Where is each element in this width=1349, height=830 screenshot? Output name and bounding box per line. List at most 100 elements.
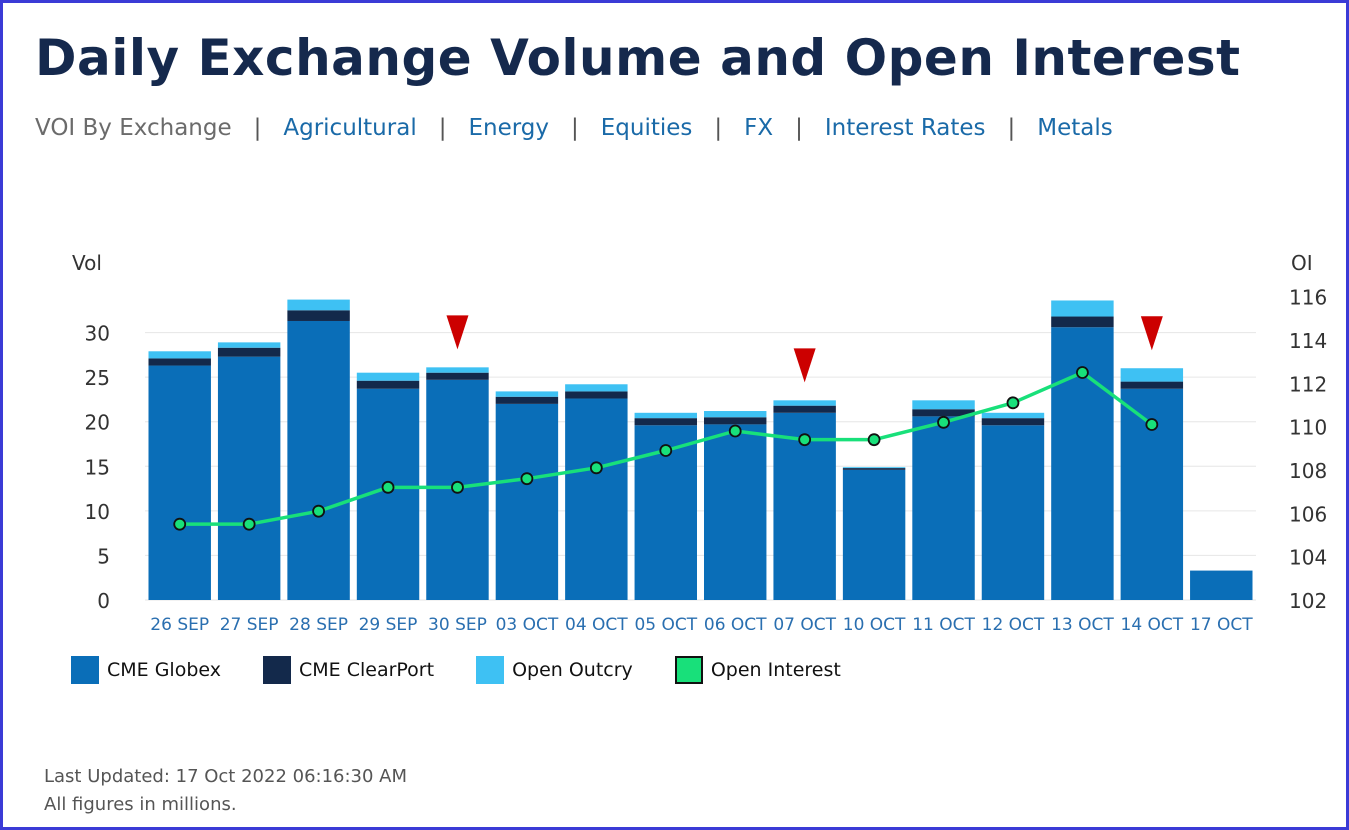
y-right-tick-label: 114 — [1289, 329, 1327, 353]
open-interest-point — [659, 444, 673, 457]
y-right-tick-label: 108 — [1289, 459, 1327, 483]
bar-segment-open-outcry — [981, 412, 1045, 419]
bar-segment-cme-globex — [704, 424, 767, 600]
open-interest-point — [1006, 396, 1020, 410]
x-tick-label: 03 OCT — [496, 615, 559, 635]
y-right-tick-label: 106 — [1289, 502, 1327, 526]
x-tick-label: 13 OCT — [1051, 615, 1114, 635]
bar-segment-cme-clearport — [1051, 316, 1114, 328]
bar-segment-cme-globex — [287, 320, 350, 600]
y-left-tick-label: 30 — [85, 322, 110, 346]
chart-legend: CME Globex CME ClearPort Open Outcry Ope… — [71, 656, 883, 684]
bar-segment-open-outcry — [426, 367, 489, 373]
x-tick-label: 27 SEP — [220, 615, 279, 635]
x-tick-label: 11 OCT — [912, 615, 975, 635]
last-updated-text: Last Updated: 17 Oct 2022 06:16:30 AM — [44, 766, 408, 787]
x-tick-label: 29 SEP — [359, 615, 418, 635]
y-left-tick-label: 15 — [85, 455, 110, 479]
bar-segment-open-outcry — [495, 391, 559, 397]
nav-link-interest-rates[interactable]: Interest Rates — [824, 115, 986, 141]
open-interest-point — [520, 472, 534, 486]
open-interest-point — [867, 433, 881, 447]
legend-swatch-open-interest — [674, 656, 703, 684]
x-tick-label: 05 OCT — [634, 615, 697, 635]
y-left-axis-title: Vol — [72, 251, 102, 275]
nav-link-agricultural[interactable]: Agricultural — [283, 115, 417, 141]
page-title: Daily Exchange Volume and Open Interest — [35, 29, 1241, 87]
bar-segment-cme-clearport — [842, 468, 906, 470]
nav-item-voi-by-exchange: VOI By Exchange — [35, 115, 232, 141]
open-interest-point — [312, 504, 325, 518]
nav-link-fx[interactable]: FX — [744, 115, 774, 141]
x-tick-label: 10 OCT — [843, 615, 906, 635]
x-tick-label: 06 OCT — [704, 615, 767, 635]
y-right-tick-label: 104 — [1289, 546, 1327, 570]
bar-segment-cme-globex — [981, 425, 1045, 600]
x-tick-label: 30 SEP — [428, 615, 487, 635]
y-right-axis-title: OI — [1291, 251, 1313, 275]
bar-segment-cme-clearport — [912, 409, 975, 417]
bar-segment-open-outcry — [773, 400, 836, 406]
nav-link-energy[interactable]: Energy — [468, 115, 549, 141]
bar-segment-cme-clearport — [1120, 381, 1184, 389]
bar-segment-cme-clearport — [704, 417, 767, 425]
legend-label: Open Interest — [710, 659, 841, 681]
bar-segment-open-outcry — [565, 384, 628, 392]
legend-swatch-open-outcry — [476, 656, 505, 684]
x-tick-label: 14 OCT — [1121, 615, 1184, 635]
alert-triangle-icon — [793, 348, 816, 383]
alert-triangle-icon — [446, 315, 469, 350]
bar-segment-cme-clearport — [217, 347, 281, 357]
open-interest-point — [242, 517, 256, 531]
bar-segment-open-outcry — [1120, 368, 1184, 382]
y-left-tick-label: 25 — [85, 366, 110, 390]
open-interest-point — [798, 433, 812, 447]
bar-segment-open-outcry — [356, 372, 420, 381]
bar-segment-cme-clearport — [773, 405, 836, 413]
nav-link-equities[interactable]: Equities — [600, 115, 693, 141]
nav-separator: | — [253, 115, 262, 141]
open-interest-point — [451, 480, 464, 494]
legend-item-open-interest[interactable]: Open Interest — [674, 656, 841, 684]
nav-link-metals[interactable]: Metals — [1037, 115, 1113, 141]
bar-segment-cme-globex — [565, 398, 628, 600]
alert-triangle-icon — [1140, 316, 1163, 351]
y-left-tick-label: 5 — [97, 544, 110, 568]
nav-separator: | — [795, 115, 803, 141]
legend-label: CME Globex — [107, 659, 221, 681]
open-interest-point — [381, 480, 395, 494]
bar-segment-cme-globex — [1190, 570, 1253, 600]
bar-segment-cme-clearport — [148, 358, 211, 366]
legend-label: CME ClearPort — [299, 659, 435, 681]
x-tick-label: 12 OCT — [982, 615, 1045, 635]
units-note: All figures in millions. — [44, 794, 237, 815]
x-tick-label: 04 OCT — [565, 615, 628, 635]
bar-segment-cme-clearport — [981, 418, 1045, 426]
legend-label: Open Outcry — [512, 659, 633, 681]
bar-segment-cme-globex — [495, 403, 559, 600]
y-right-tick-label: 116 — [1289, 286, 1327, 310]
y-left-tick-label: 20 — [85, 411, 110, 435]
x-tick-label: 07 OCT — [773, 615, 836, 635]
category-nav: VOI By Exchange | Agricultural | Energy … — [35, 115, 1113, 141]
legend-swatch-cme-clearport — [263, 656, 291, 684]
nav-separator: | — [1007, 115, 1016, 141]
legend-item-cme-globex[interactable]: CME Globex — [71, 656, 221, 684]
legend-swatch-cme-globex — [71, 656, 99, 684]
bar-segment-open-outcry — [842, 467, 906, 469]
y-left-tick-label: 0 — [97, 589, 110, 613]
open-interest-point — [937, 415, 950, 429]
open-interest-point — [728, 424, 742, 438]
open-interest-point — [1145, 418, 1159, 431]
bar-segment-cme-clearport — [426, 372, 489, 380]
legend-item-cme-clearport[interactable]: CME ClearPort — [263, 656, 434, 684]
open-interest-point — [173, 517, 187, 531]
bar-segment-open-outcry — [148, 351, 211, 359]
y-right-tick-label: 112 — [1289, 372, 1327, 396]
bar-segment-cme-globex — [148, 365, 211, 600]
open-interest-point — [1076, 366, 1089, 379]
x-tick-label: 17 OCT — [1190, 615, 1253, 635]
legend-item-open-outcry[interactable]: Open Outcry — [476, 656, 633, 684]
chart-footer: Last Updated: 17 Oct 2022 06:16:30 AM Al… — [44, 763, 407, 819]
